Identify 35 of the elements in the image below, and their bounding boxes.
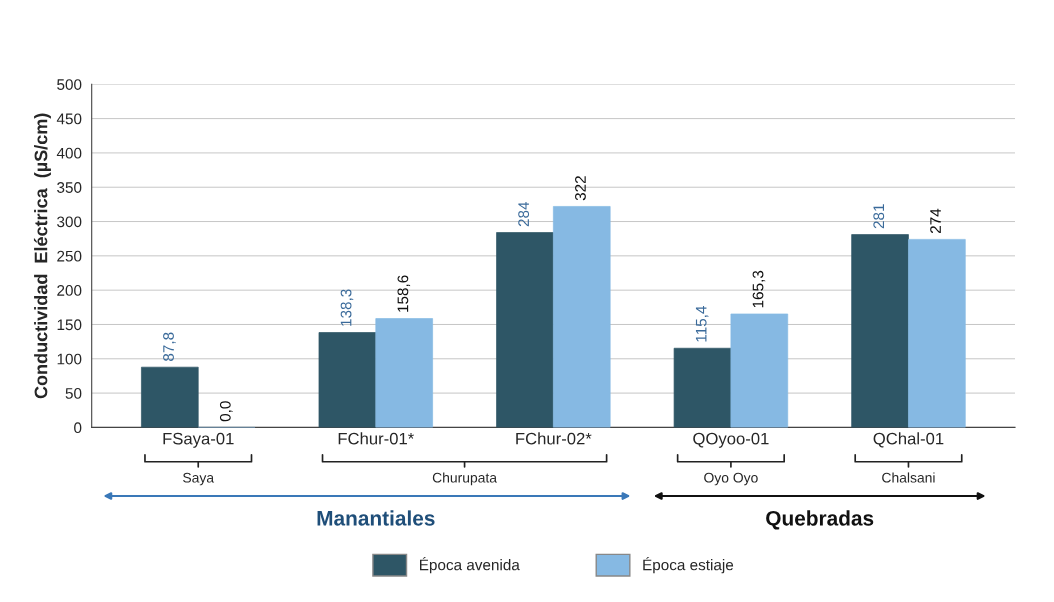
text: Churupata (432, 472, 497, 486)
y-tick-label: 400 (56, 147, 82, 159)
x-tick-label: FSaya-01 (163, 432, 234, 448)
y-tick-label: 200 (57, 285, 82, 296)
y-tick-label: 300 (57, 216, 82, 228)
x-tick-label: FChur-01* (338, 432, 414, 445)
y-tick-label: 350 (57, 182, 82, 193)
text: Chalsani (882, 472, 935, 483)
text: Manantiales (317, 510, 435, 526)
data-label: 87,8 (163, 332, 176, 361)
y-tick-label: 500 (57, 79, 82, 90)
data-label: 138,3 (340, 289, 354, 326)
y-tick-label: 50 (65, 387, 82, 399)
x-tick-label: QChal-01 (873, 432, 944, 448)
data-label: 281 (873, 204, 885, 229)
text: Oyo Oyo (704, 472, 758, 486)
data-label: 165,3 (752, 270, 766, 308)
data-label: 158,6 (397, 275, 411, 312)
text: Saya (183, 472, 215, 486)
data-label: 0,0 (219, 401, 233, 422)
legend-label: Época avenida (420, 556, 520, 574)
y-tick-label: 0 (74, 422, 82, 434)
data-label: 284 (518, 201, 530, 227)
x-tick-label: FChur-02* (516, 432, 592, 445)
y-axis-title: Conductividad Eléctrica (µS/cm) (33, 113, 51, 399)
text: Quebradas (766, 510, 874, 530)
y-tick-label: 250 (57, 250, 82, 262)
data-label: 322 (575, 176, 586, 201)
data-label: 115,4 (695, 306, 709, 342)
data-label: 274 (930, 208, 941, 234)
y-tick-label: 450 (56, 113, 82, 125)
legend-label: Época estiaje (643, 556, 734, 574)
x-tick-label: QOyoo-01 (693, 432, 769, 448)
y-tick-label: 150 (57, 319, 82, 331)
y-tick-label: 100 (57, 353, 82, 365)
